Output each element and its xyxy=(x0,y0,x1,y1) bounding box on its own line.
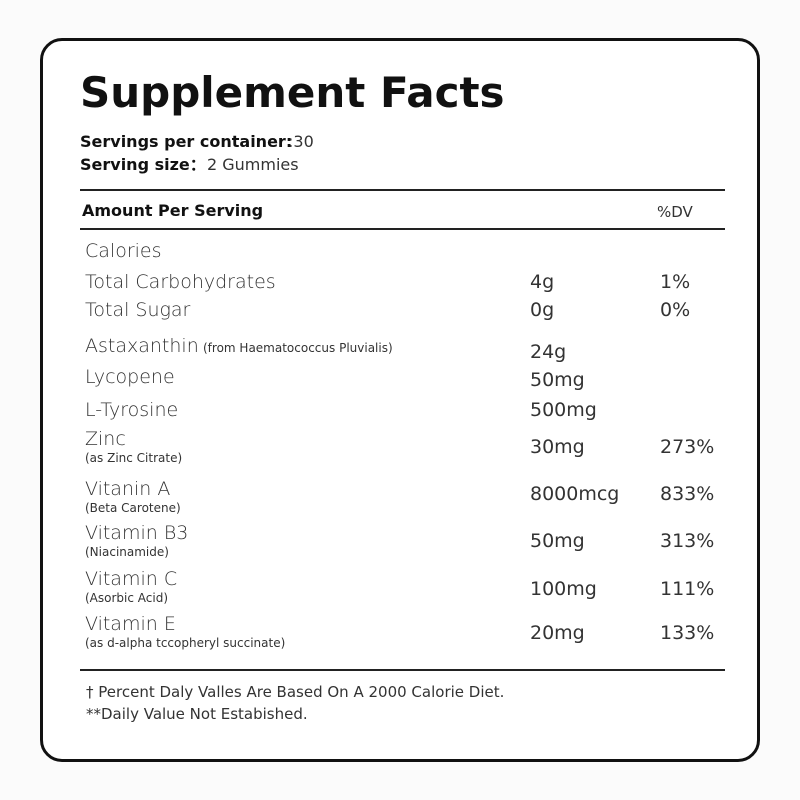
amount: 0g xyxy=(530,299,555,321)
amount: 50mg xyxy=(530,369,585,391)
footnote: † Percent Daly Valles Are Based On A 200… xyxy=(86,683,505,701)
nutrient-name: L-Tyrosine xyxy=(85,399,179,421)
serving-size-value: 2 Gummies xyxy=(207,155,299,174)
nutrient-name: Vitamin E xyxy=(85,613,176,635)
header-dv: %DV xyxy=(657,203,693,221)
nutrient-note: (Asorbic Acid) xyxy=(85,591,169,605)
amount: 100mg xyxy=(530,578,597,600)
nutrient-name: Vitamin B3 xyxy=(85,522,189,544)
amount: 50mg xyxy=(530,530,585,552)
daily-value: 833% xyxy=(660,483,715,505)
daily-value: 313% xyxy=(660,530,715,552)
nutrient-note: (Beta Carotene) xyxy=(85,501,181,515)
title: Supplement Facts xyxy=(80,68,505,117)
nutrient-name: Total Sugar xyxy=(85,299,191,321)
amount: 500mg xyxy=(530,399,597,421)
nutrient-name: Vitamin C xyxy=(85,568,178,590)
nutrient-name: Zinc xyxy=(85,428,126,450)
serving-size-label: Serving size： xyxy=(80,155,206,174)
label-card xyxy=(40,38,760,762)
amount: 8000mcg xyxy=(530,483,620,505)
rule xyxy=(80,669,725,671)
daily-value: 133% xyxy=(660,622,715,644)
footnote: **Daily Value Not Estabished. xyxy=(86,705,308,723)
daily-value: 273% xyxy=(660,436,715,458)
nutrient-note: (from Haematococcus Pluvialis) xyxy=(203,341,393,355)
amount: 4g xyxy=(530,271,555,293)
nutrient-name: Vitanin A xyxy=(85,478,171,500)
daily-value: 0% xyxy=(660,299,691,321)
rule xyxy=(80,189,725,191)
nutrient-name: Calories xyxy=(85,240,162,262)
nutrient-note: (as d-alpha tccopheryl succinate) xyxy=(85,636,286,650)
nutrient-note: (Niacinamide) xyxy=(85,545,169,559)
amount: 30mg xyxy=(530,436,585,458)
daily-value: 1% xyxy=(660,271,691,293)
nutrient-note: (as Zinc Citrate) xyxy=(85,451,183,465)
nutrient-name: Astaxanthin xyxy=(85,335,199,357)
daily-value: 111% xyxy=(660,578,715,600)
nutrient-name: Total Carbohydrates xyxy=(85,271,276,293)
servings-label: Servings per container: xyxy=(80,132,293,151)
rule xyxy=(80,228,725,230)
header-amount: Amount Per Serving xyxy=(82,201,264,220)
nutrient-name: Lycopene xyxy=(85,366,175,388)
servings-value: :30 xyxy=(288,132,314,151)
amount: 20mg xyxy=(530,622,585,644)
amount: 24g xyxy=(530,341,567,363)
